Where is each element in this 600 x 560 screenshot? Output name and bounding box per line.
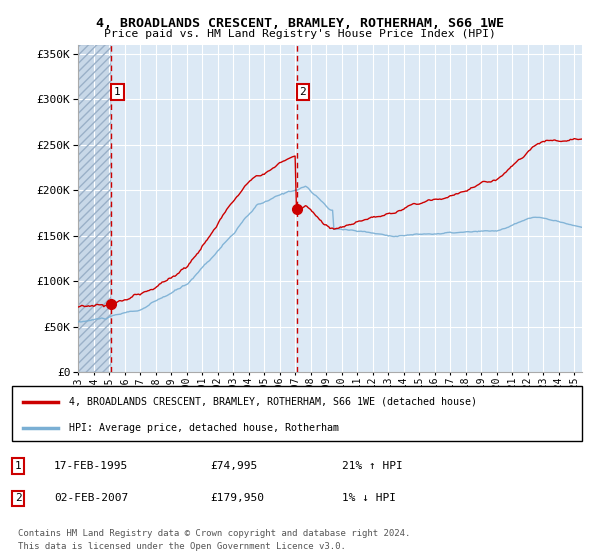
Text: 2: 2 [299, 87, 307, 97]
Text: £74,995: £74,995 [210, 461, 257, 471]
Text: 17-FEB-1995: 17-FEB-1995 [54, 461, 128, 471]
Text: 02-FEB-2007: 02-FEB-2007 [54, 493, 128, 503]
Text: £179,950: £179,950 [210, 493, 264, 503]
Bar [78, 45, 111, 372]
Text: HPI: Average price, detached house, Rotherham: HPI: Average price, detached house, Roth… [69, 423, 339, 432]
Text: Price paid vs. HM Land Registry's House Price Index (HPI): Price paid vs. HM Land Registry's House … [104, 29, 496, 39]
Text: 1: 1 [14, 461, 22, 471]
Text: 1: 1 [114, 87, 121, 97]
Text: 4, BROADLANDS CRESCENT, BRAMLEY, ROTHERHAM, S66 1WE (detached house): 4, BROADLANDS CRESCENT, BRAMLEY, ROTHERH… [69, 397, 477, 407]
Text: 2: 2 [14, 493, 22, 503]
Text: 21% ↑ HPI: 21% ↑ HPI [342, 461, 403, 471]
Text: 4, BROADLANDS CRESCENT, BRAMLEY, ROTHERHAM, S66 1WE: 4, BROADLANDS CRESCENT, BRAMLEY, ROTHERH… [96, 17, 504, 30]
Text: Contains HM Land Registry data © Crown copyright and database right 2024.
This d: Contains HM Land Registry data © Crown c… [18, 529, 410, 550]
FancyBboxPatch shape [12, 386, 582, 441]
Bar [78, 45, 111, 372]
Text: 1% ↓ HPI: 1% ↓ HPI [342, 493, 396, 503]
